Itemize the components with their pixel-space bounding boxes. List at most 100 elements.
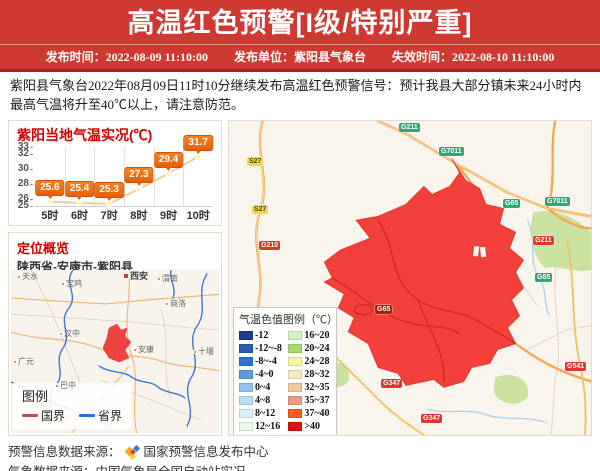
temp-legend: 气温色值图例（℃） -12 -12~-8 -8~-4 -4~0 0~4 4~8 8~12 12… xyxy=(233,307,338,436)
county-highlight xyxy=(102,323,132,363)
city-marker-icon xyxy=(123,273,129,280)
temp-legend-item: 20~24 xyxy=(288,342,331,355)
map-legend-items: 国界 省界 xyxy=(22,407,122,424)
temp-legend-swatch xyxy=(239,383,253,393)
temp-legend-swatch xyxy=(288,396,303,406)
chart-title: 紫阳当地气温实况(℃) xyxy=(17,127,153,144)
warning-banner: 高温红色预警[I级/特别严重] 发布时间：2022-08-09 11:10:00… xyxy=(0,0,600,73)
y-tick-label: 33 xyxy=(17,141,29,153)
map-legend-title: 图例 xyxy=(22,389,49,405)
location-panel: 定位概览 陕西省-安康市-紫阳县 xyxy=(8,232,222,437)
temp-legend-swatch xyxy=(288,383,303,393)
city-label: 十堰 xyxy=(193,348,214,356)
temp-legend-item: 35~37 xyxy=(288,394,331,407)
data-point-label: 25.4 xyxy=(64,181,95,201)
temp-legend-swatch xyxy=(288,409,303,419)
y-tick-mark xyxy=(30,147,33,149)
road-badge: G211 xyxy=(399,123,420,133)
road-badge: G210 xyxy=(259,241,281,251)
chart-gridline xyxy=(153,147,155,207)
legend-line-swatch xyxy=(79,414,96,418)
y-tick-label: 32 xyxy=(17,148,29,160)
temp-legend-swatch xyxy=(239,409,253,419)
y-tick-label: 26 xyxy=(17,192,29,204)
y-tick-mark xyxy=(30,169,33,171)
map-legend-item: 省界 xyxy=(79,407,122,424)
temp-legend-item: 8~12 xyxy=(239,407,283,420)
temp-legend-swatch xyxy=(288,357,303,367)
footer-line1: 预警信息数据来源： 国家预警信息发布中心 xyxy=(8,442,592,462)
city-marker-icon xyxy=(55,384,59,389)
page-title: 高温红色预警[I级/特别严重] xyxy=(127,8,473,38)
chart-gridline xyxy=(183,147,185,207)
city-marker-icon xyxy=(165,302,169,307)
road-badge: G65 xyxy=(375,305,393,315)
y-tick-mark xyxy=(30,206,33,208)
city-label: 西安 xyxy=(123,272,148,281)
temp-legend-item: 24~28 xyxy=(288,355,331,368)
road-badge: G65 xyxy=(503,199,521,209)
location-title: 定位概览 xyxy=(17,241,70,257)
temp-legend-item: -12~-8 xyxy=(239,342,283,355)
city-marker-icon xyxy=(61,282,65,287)
road-badge: G211 xyxy=(533,236,554,246)
banner-info-bar: 发布时间：2022-08-09 11:10:00 发布单位：紫阳县气象台 失效时… xyxy=(0,44,600,69)
data-point-label: 27.3 xyxy=(124,167,154,187)
temp-legend-item: 4~8 xyxy=(239,394,283,407)
x-tick-label: 5时 xyxy=(41,210,59,223)
footer-line1-source: 国家预警信息发布中心 xyxy=(143,445,269,460)
city-label: 巴中 xyxy=(55,382,76,390)
publish-time: 发布时间：2022-08-09 11:10:00 xyxy=(45,50,208,65)
temp-legend-title: 气温色值图例（℃） xyxy=(239,314,338,327)
city-marker-icon xyxy=(157,277,161,282)
y-tick-label: 30 xyxy=(17,163,29,175)
y-tick-label: 28 xyxy=(17,177,29,189)
x-tick-label: 7时 xyxy=(100,210,118,223)
x-tick-label: 9时 xyxy=(159,210,178,223)
chart-line-svg xyxy=(46,153,202,208)
road-badge: G7011 xyxy=(545,197,570,207)
temp-legend-item: 12~16 xyxy=(239,420,283,433)
city-marker-icon xyxy=(13,360,17,365)
temp-legend-swatch xyxy=(239,370,253,380)
temp-legend-swatch xyxy=(288,422,303,432)
main-map-graphics xyxy=(255,121,591,436)
left-column: 紫阳当地气温实况(℃) 33 32 30 28 26 25 25.6 25.4 25.3 27.… xyxy=(8,120,222,437)
small-map: 图例 国界 省界 天水 宝鸡 西安 渭南 商洛 汉中 安康 十堰 广元 巴中 xyxy=(11,270,219,434)
chart-gridline xyxy=(64,147,66,207)
city-label: 天水 xyxy=(17,273,38,281)
expire-time: 失效时间：2022-08-10 11:10:00 xyxy=(392,50,555,65)
chart-y-axis: 33 32 30 28 26 25 xyxy=(9,141,33,211)
warning-region xyxy=(323,158,525,388)
city-marker-icon xyxy=(133,348,137,353)
x-tick-label: 8时 xyxy=(130,210,148,223)
road-badge: G541 xyxy=(565,362,587,372)
road-badge: G347 xyxy=(421,414,443,424)
y-tick-mark xyxy=(30,183,33,185)
road-badge: G347 xyxy=(381,379,403,389)
temp-legend-item: -12 xyxy=(239,329,283,342)
temp-legend-item: 37~40 xyxy=(288,407,331,420)
temp-legend-item: >40 xyxy=(288,420,331,433)
city-marker-icon xyxy=(193,350,197,355)
map-legend: 图例 国界 省界 xyxy=(13,383,132,430)
temp-legend-swatch xyxy=(288,370,303,380)
data-point-label: 31.7 xyxy=(183,134,213,154)
city-label: 安康 xyxy=(133,346,154,354)
city-label: 汉中 xyxy=(59,330,80,338)
chart-plot: 25.6 25.4 25.3 27.3 29.4 31.7 xyxy=(35,134,213,208)
temp-legend-swatch xyxy=(239,396,253,406)
footer-line2: 气象数据来源：中国气象局全国自动站实况 xyxy=(8,462,592,471)
temp-legend-item: 0~4 xyxy=(239,381,283,394)
temp-legend-item: 32~35 xyxy=(288,381,331,394)
city-label: 广元 xyxy=(13,358,34,366)
x-tick-label: 10时 xyxy=(186,210,210,223)
city-marker-icon xyxy=(17,275,21,280)
temp-legend-item: -4~0 xyxy=(239,368,283,381)
chart-x-axis: 5时 6时 7时 8时 9时 10时 xyxy=(35,207,213,223)
y-tick-mark xyxy=(30,154,33,156)
temp-legend-item: -8~-4 xyxy=(239,355,283,368)
data-point-label: 25.6 xyxy=(35,179,65,199)
road-badge: G7011 xyxy=(439,147,464,157)
